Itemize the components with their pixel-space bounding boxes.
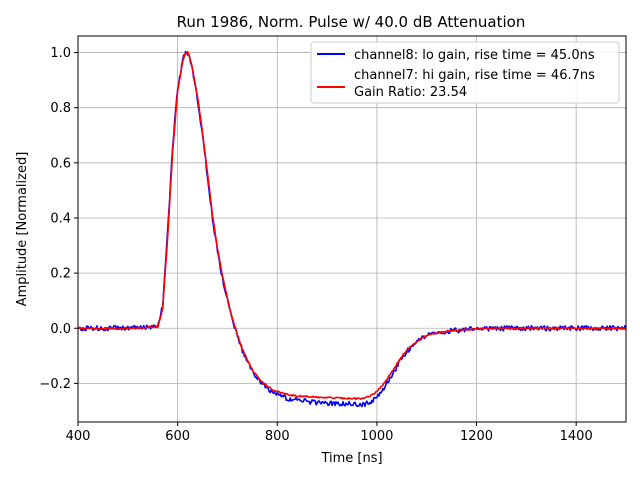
x-axis-ticks: 400 600 800 1000 1200 1400 bbox=[66, 422, 593, 444]
y-tick-label: 0.8 bbox=[50, 101, 71, 116]
series-line-channel8 bbox=[78, 50, 626, 408]
legend-box bbox=[310, 41, 620, 104]
y-tick-label: −0.2 bbox=[39, 377, 71, 392]
plot-frame bbox=[77, 35, 627, 423]
y-tick-label: 0.6 bbox=[50, 156, 71, 171]
legend-entry-channel7: channel7: hi gain, rise time = 46.7ns bbox=[354, 68, 595, 83]
y-axis-ticks: −0.2 0.0 0.2 0.4 0.6 0.8 1.0 bbox=[39, 46, 78, 392]
x-tick-label: 800 bbox=[265, 429, 290, 444]
legend-entry-channel8: channel8: lo gain, rise time = 45.0ns bbox=[354, 48, 595, 63]
x-tick-label: 400 bbox=[66, 429, 91, 444]
chart-title: Run 1986, Norm. Pulse w/ 40.0 dB Attenua… bbox=[177, 13, 526, 31]
x-tick-label: 1000 bbox=[360, 429, 393, 444]
y-axis-label: Amplitude [Normalized] bbox=[15, 152, 30, 307]
x-tick-label: 1400 bbox=[560, 429, 593, 444]
y-tick-label: 0.0 bbox=[50, 322, 71, 337]
y-tick-label: 0.2 bbox=[50, 267, 71, 282]
series-line-channel7 bbox=[78, 51, 626, 401]
y-tick-label: 1.0 bbox=[50, 46, 71, 61]
y-tick-label: 0.4 bbox=[50, 211, 71, 226]
x-tick-label: 600 bbox=[165, 429, 190, 444]
x-axis-label: Time [ns] bbox=[320, 451, 382, 466]
x-tick-label: 1200 bbox=[460, 429, 493, 444]
legend: channel8: lo gain, rise time = 45.0ns ch… bbox=[310, 41, 620, 104]
legend-gain-ratio: Gain Ratio: 23.54 bbox=[354, 85, 467, 100]
series-layer bbox=[78, 50, 626, 408]
